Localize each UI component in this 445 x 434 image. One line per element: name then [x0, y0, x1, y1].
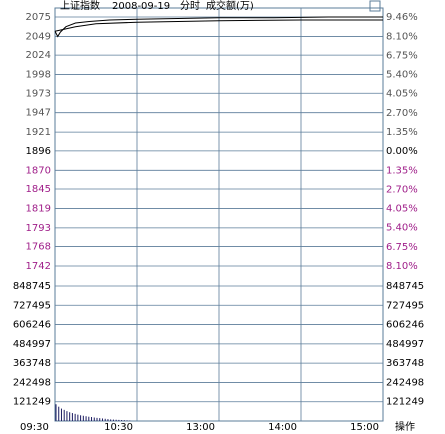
y2-tick-label: 8.10% — [386, 31, 418, 42]
y2-tick-label: 4.05% — [386, 204, 418, 215]
y-tick-label: 1973 — [26, 88, 51, 99]
y-tick-label: 1845 — [26, 184, 51, 195]
y-tick-label: 1819 — [26, 203, 51, 214]
volume-tick-label: 606246 — [13, 320, 51, 331]
y2-tick-label: 4.05% — [386, 89, 418, 100]
y2-tick-label: 6.75% — [386, 50, 418, 61]
volume-tick-label: 242498 — [386, 377, 424, 388]
y2-tick-label: 1.35% — [386, 165, 418, 176]
volume-tick-label: 727495 — [13, 300, 51, 311]
volume-tick-label: 727495 — [386, 300, 424, 311]
volume-tick-label: 484997 — [386, 339, 424, 350]
volume-tick-label: 848745 — [386, 281, 424, 292]
date: 2008-09-19 — [112, 1, 170, 12]
index-name: 上证指数 — [60, 0, 100, 12]
y-tick-label: 1921 — [26, 127, 51, 138]
price-line — [54, 16, 383, 38]
x-tick-label: 15:00 — [350, 422, 379, 433]
volume-unit: 成交额(万) — [206, 0, 254, 12]
volume-tick-label: 363748 — [386, 358, 424, 369]
y-tick-label: 1947 — [26, 108, 51, 119]
volume-tick-label: 363748 — [13, 358, 51, 369]
x-tick-label: 14:00 — [268, 422, 297, 433]
y2-tick-label: 6.75% — [386, 242, 418, 253]
volume-tick-label: 848745 — [13, 281, 51, 292]
price-line — [54, 19, 383, 32]
volume-tick-label: 121249 — [13, 397, 51, 408]
y-tick-label: 1793 — [26, 223, 51, 234]
x-tick-label: 13:00 — [186, 422, 215, 433]
y2-tick-label: 8.10% — [386, 261, 418, 272]
toggle-button[interactable] — [369, 0, 381, 12]
operate-button[interactable]: 操作 — [395, 420, 415, 433]
volume-tick-label: 121249 — [386, 397, 424, 408]
y2-tick-label: 9.46% — [386, 12, 418, 23]
y2-tick-label: 1.35% — [386, 127, 418, 138]
y-tick-label: 2024 — [26, 50, 51, 61]
y-tick-label: 2075 — [26, 12, 51, 23]
y-tick-label: 1896 — [26, 146, 51, 157]
y-tick-label: 1768 — [26, 242, 51, 253]
y-tick-label: 2049 — [26, 31, 51, 42]
x-tick-label: 10:30 — [104, 422, 133, 433]
y2-tick-label: 2.70% — [386, 184, 418, 195]
y2-tick-label: 5.40% — [386, 70, 418, 81]
mode: 分时 — [180, 0, 200, 12]
x-tick-label: 09:30 — [20, 422, 49, 433]
volume-tick-label: 242498 — [13, 377, 51, 388]
y-tick-label: 1998 — [26, 70, 51, 81]
y2-tick-label: 0.00% — [386, 146, 418, 157]
y2-tick-label: 2.70% — [386, 108, 418, 119]
volume-tick-label: 484997 — [13, 339, 51, 350]
volume-tick-label: 606246 — [386, 320, 424, 331]
y-tick-label: 1742 — [26, 261, 51, 272]
y2-tick-label: 5.40% — [386, 223, 418, 234]
y-tick-label: 1870 — [26, 165, 51, 176]
